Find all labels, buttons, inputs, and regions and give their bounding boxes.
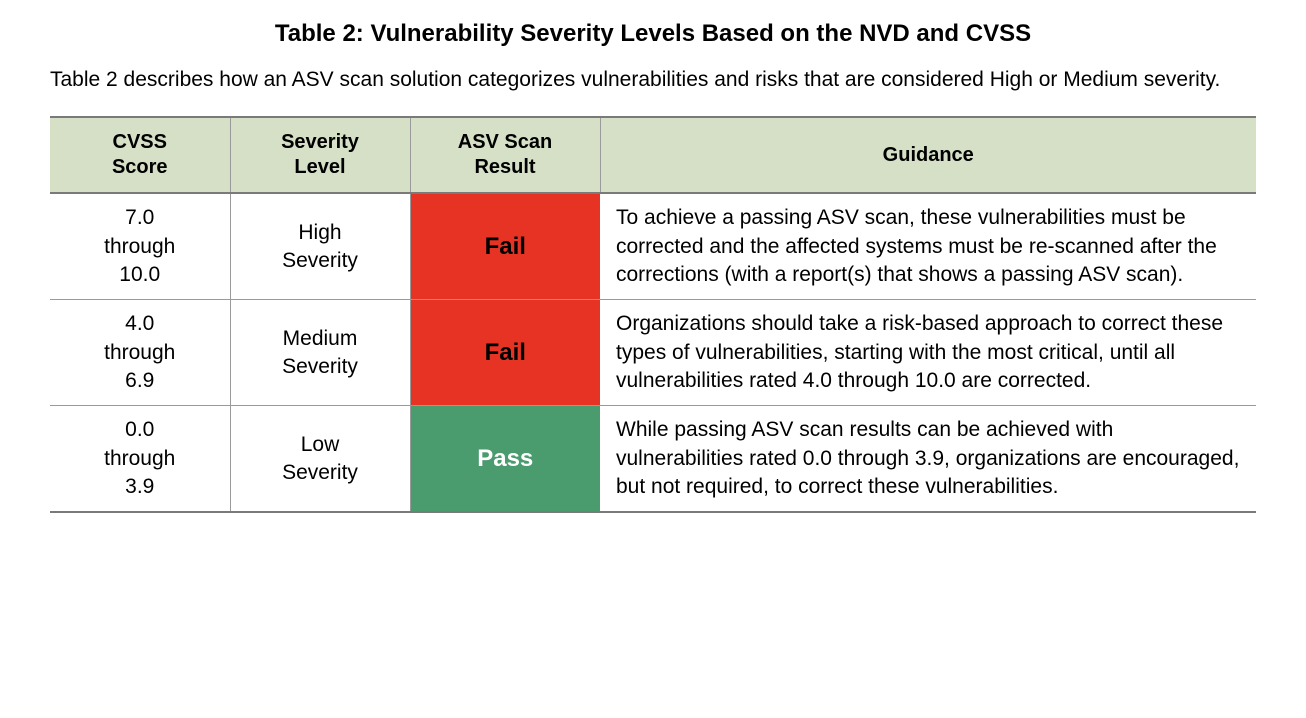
score-mid: through (104, 341, 175, 364)
cell-guidance: Organizations should take a risk-based a… (600, 300, 1256, 406)
table-row: 0.0 through 3.9 Low Severity Pass While … (50, 406, 1256, 513)
score-mid: through (104, 235, 175, 258)
score-low: 7.0 (125, 206, 154, 229)
cell-result: Fail (410, 193, 600, 300)
cell-result: Pass (410, 406, 600, 513)
table-row: 7.0 through 10.0 High Severity Fail To a… (50, 193, 1256, 300)
severity-l2: Severity (282, 355, 358, 378)
cell-guidance: While passing ASV scan results can be ac… (600, 406, 1256, 513)
cell-score: 0.0 through 3.9 (50, 406, 230, 513)
score-low: 0.0 (125, 418, 154, 441)
col-header-res-l1: ASV Scan (458, 131, 552, 153)
cell-guidance: To achieve a passing ASV scan, these vul… (600, 193, 1256, 300)
col-header-score: CVSS Score (50, 117, 230, 193)
severity-l1: High (298, 221, 341, 244)
col-header-sev-l1: Severity (281, 131, 359, 153)
col-header-res-l2: Result (474, 156, 535, 178)
severity-l1: Low (301, 433, 340, 456)
table-description: Table 2 describes how an ASV scan soluti… (50, 66, 1256, 94)
col-header-score-l1: CVSS (113, 131, 167, 153)
score-low: 4.0 (125, 312, 154, 335)
severity-l2: Severity (282, 461, 358, 484)
cell-score: 4.0 through 6.9 (50, 300, 230, 406)
severity-table: CVSS Score Severity Level ASV Scan Resul… (50, 116, 1256, 513)
score-high: 3.9 (125, 475, 154, 498)
cell-severity: Low Severity (230, 406, 410, 513)
score-mid: through (104, 447, 175, 470)
col-header-sev-l2: Level (294, 156, 345, 178)
col-header-result: ASV Scan Result (410, 117, 600, 193)
cell-severity: High Severity (230, 193, 410, 300)
table-row: 4.0 through 6.9 Medium Severity Fail Org… (50, 300, 1256, 406)
col-header-severity: Severity Level (230, 117, 410, 193)
score-high: 6.9 (125, 369, 154, 392)
table-title: Table 2: Vulnerability Severity Levels B… (50, 20, 1256, 48)
cell-severity: Medium Severity (230, 300, 410, 406)
cell-result: Fail (410, 300, 600, 406)
col-header-guidance: Guidance (600, 117, 1256, 193)
col-header-score-l2: Score (112, 156, 168, 178)
severity-l2: Severity (282, 249, 358, 272)
severity-l1: Medium (283, 327, 358, 350)
cell-score: 7.0 through 10.0 (50, 193, 230, 300)
table-header-row: CVSS Score Severity Level ASV Scan Resul… (50, 117, 1256, 193)
score-high: 10.0 (119, 263, 160, 286)
table-body: 7.0 through 10.0 High Severity Fail To a… (50, 193, 1256, 512)
